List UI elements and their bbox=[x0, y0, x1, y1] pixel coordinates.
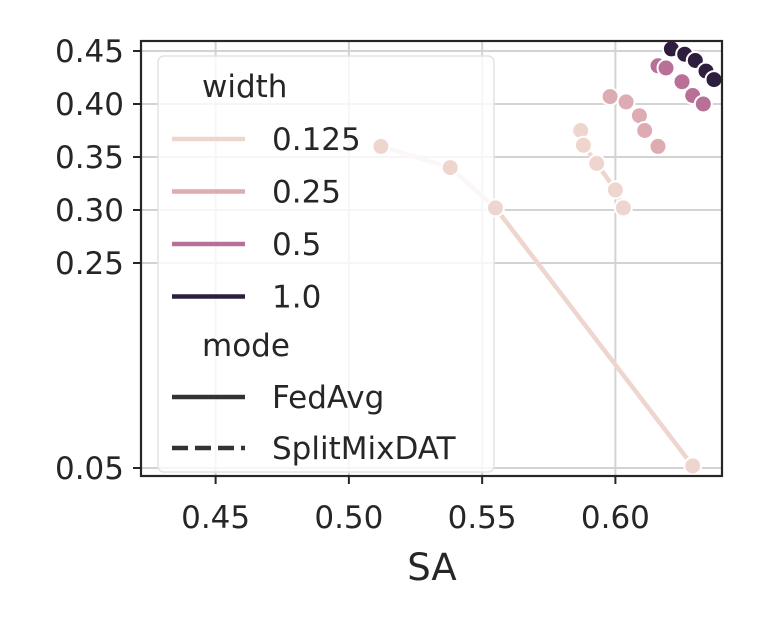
data-point bbox=[635, 121, 655, 140]
data-point bbox=[605, 180, 625, 200]
legend-width-label: 1.0 bbox=[272, 280, 321, 316]
data-point bbox=[704, 70, 724, 90]
data-point bbox=[648, 136, 668, 156]
data-point bbox=[672, 72, 692, 92]
data-point bbox=[600, 87, 620, 107]
data-point bbox=[656, 58, 676, 78]
data-point bbox=[587, 153, 607, 173]
data-point bbox=[616, 92, 636, 112]
data-point bbox=[573, 135, 593, 155]
y-tick-label: 0.35 bbox=[55, 140, 124, 176]
x-tick-label: 0.60 bbox=[581, 500, 650, 536]
data-point bbox=[440, 158, 460, 178]
legend-mode-title: mode bbox=[202, 328, 290, 364]
legend-width-label: 0.5 bbox=[272, 227, 321, 263]
data-point bbox=[693, 94, 713, 114]
legend-mode-label: SplitMixDAT bbox=[272, 431, 457, 467]
y-tick-label: 0.45 bbox=[55, 34, 124, 70]
legend-box bbox=[157, 55, 495, 473]
legend-width-title: width bbox=[202, 69, 287, 105]
x-tick-label: 0.45 bbox=[181, 500, 250, 536]
y-tick-label: 0.05 bbox=[55, 451, 124, 487]
legend-width-label: 0.25 bbox=[272, 175, 341, 211]
legend: width 0.125 0.25 0.5 1.0 mode FedAvg SplitMixDA… bbox=[157, 55, 495, 473]
x-ticks: 0.45 0.50 0.55 0.60 bbox=[181, 476, 650, 536]
data-points bbox=[371, 39, 724, 476]
x-tick-label: 0.55 bbox=[448, 500, 517, 536]
data-point bbox=[613, 198, 633, 218]
data-point bbox=[486, 198, 505, 218]
legend-mode-label: FedAvg bbox=[272, 380, 384, 416]
y-tick-label: 0.25 bbox=[55, 246, 124, 282]
x-axis-label: SA bbox=[407, 546, 456, 589]
y-tick-label: 0.30 bbox=[55, 193, 124, 229]
plot-frame bbox=[139, 39, 724, 478]
y-tick-label: 0.40 bbox=[55, 87, 124, 123]
legend-width-label: 0.125 bbox=[272, 122, 361, 158]
data-point bbox=[371, 136, 391, 156]
x-tick-label: 0.50 bbox=[314, 500, 383, 536]
y-ticks: 0.05 0.25 0.30 0.35 0.40 0.45 bbox=[55, 34, 141, 487]
data-point bbox=[683, 456, 703, 476]
